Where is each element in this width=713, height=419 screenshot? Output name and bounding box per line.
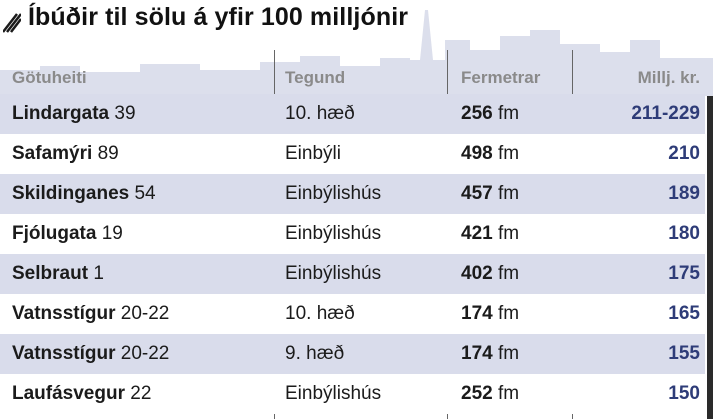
- type-cell: 10. hæð: [285, 303, 355, 324]
- street-cell: Lindargata 39: [12, 94, 136, 134]
- title-bar: Íbúðir til sölu á yfir 100 milljónir: [0, 0, 713, 50]
- area-cell: 421 fm: [461, 214, 519, 254]
- area-cell: 256 fm: [461, 94, 519, 134]
- street-cell: Vatnsstígur 20-22: [12, 334, 169, 374]
- type-cell: Einbýlishús: [285, 183, 382, 204]
- area-unit: fm: [497, 223, 520, 244]
- area-unit: fm: [497, 263, 520, 284]
- area-unit: fm: [497, 383, 520, 404]
- area-value: 256: [461, 103, 493, 124]
- price-cell: 211-229: [631, 103, 700, 124]
- street-name: Vatnsstígur: [12, 303, 116, 324]
- type-cell: Einbýlishús: [285, 223, 382, 244]
- header-street: Götuheiti: [12, 68, 87, 87]
- street-cell: Fjólugata 19: [12, 214, 123, 254]
- area-value: 174: [461, 343, 493, 364]
- area-unit: fm: [497, 303, 520, 324]
- street-cell: Safamýri 89: [12, 134, 119, 174]
- area-value: 498: [461, 143, 493, 164]
- area-unit: fm: [497, 343, 520, 364]
- header-type: Tegund: [285, 68, 346, 87]
- table-row: Fjólugata 19 Einbýlishús 421 fm 180: [0, 214, 705, 254]
- type-cell: Einbýlishús: [285, 383, 382, 404]
- hatch-icon: [3, 13, 21, 33]
- street-name: Safamýri: [12, 143, 93, 164]
- street-cell: Vatnsstígur 20-22: [12, 294, 169, 334]
- price-cell: 210: [668, 143, 700, 164]
- area-value: 174: [461, 303, 493, 324]
- price-cell: 165: [668, 303, 700, 324]
- area-cell: 252 fm: [461, 374, 519, 414]
- area-unit: fm: [497, 143, 520, 164]
- area-value: 402: [461, 263, 493, 284]
- table-row: Skildinganes 54 Einbýlishús 457 fm 189: [0, 174, 705, 214]
- street-name: Skildinganes: [12, 183, 130, 204]
- table-row: Lindargata 39 10. hæð 256 fm 211-229: [0, 94, 705, 134]
- street-number: 22: [130, 383, 152, 404]
- table-row: Vatnsstígur 20-22 10. hæð 174 fm 165: [0, 294, 705, 334]
- type-cell: 10. hæð: [285, 103, 355, 124]
- price-cell: 180: [668, 223, 700, 244]
- header-area: Fermetrar: [461, 68, 541, 87]
- street-name: Selbraut: [12, 263, 89, 284]
- street-name: Laufásvegur: [12, 383, 125, 404]
- page-edge: [707, 96, 713, 419]
- street-number: 19: [101, 223, 123, 244]
- street-cell: Skildinganes 54: [12, 174, 156, 214]
- page-title: Íbúðir til sölu á yfir 100 milljónir: [28, 3, 409, 31]
- street-number: 39: [114, 103, 136, 124]
- table-row: Safamýri 89 Einbýli 498 fm 210: [0, 134, 705, 174]
- street-name: Fjólugata: [12, 223, 97, 244]
- header-price: Millj. kr.: [637, 68, 700, 87]
- area-cell: 457 fm: [461, 174, 519, 214]
- street-cell: Selbraut 1: [12, 254, 104, 294]
- street-number: 20-22: [120, 303, 170, 324]
- table-body: Lindargata 39 10. hæð 256 fm 211-229 Safamýr…: [0, 94, 705, 414]
- street-number: 54: [134, 183, 156, 204]
- area-unit: fm: [497, 183, 520, 204]
- table-header: Götuheiti Tegund Fermetrar Millj. kr.: [0, 62, 705, 94]
- area-cell: 498 fm: [461, 134, 519, 174]
- area-cell: 402 fm: [461, 254, 519, 294]
- area-value: 252: [461, 383, 493, 404]
- price-cell: 175: [668, 263, 700, 284]
- street-number: 1: [93, 263, 104, 284]
- type-cell: Einbýlishús: [285, 263, 382, 284]
- price-cell: 189: [668, 183, 700, 204]
- price-cell: 155: [668, 343, 700, 364]
- street-cell: Laufásvegur 22: [12, 374, 151, 414]
- table-row: Selbraut 1 Einbýlishús 402 fm 175: [0, 254, 705, 294]
- type-cell: 9. hæð: [285, 343, 345, 364]
- type-cell: Einbýli: [285, 143, 341, 164]
- table-row: Laufásvegur 22 Einbýlishús 252 fm 150: [0, 374, 705, 414]
- listing-table: Götuheiti Tegund Fermetrar Millj. kr. Li…: [0, 62, 705, 414]
- street-number: 89: [97, 143, 119, 164]
- street-name: Vatnsstígur: [12, 343, 116, 364]
- street-number: 20-22: [120, 343, 170, 364]
- table-row: Vatnsstígur 20-22 9. hæð 174 fm 155: [0, 334, 705, 374]
- street-name: Lindargata: [12, 103, 110, 124]
- skyline-illustration: [0, 10, 713, 96]
- price-cell: 150: [668, 383, 700, 404]
- area-value: 457: [461, 183, 493, 204]
- area-value: 421: [461, 223, 493, 244]
- area-cell: 174 fm: [461, 294, 519, 334]
- area-cell: 174 fm: [461, 334, 519, 374]
- area-unit: fm: [497, 103, 520, 124]
